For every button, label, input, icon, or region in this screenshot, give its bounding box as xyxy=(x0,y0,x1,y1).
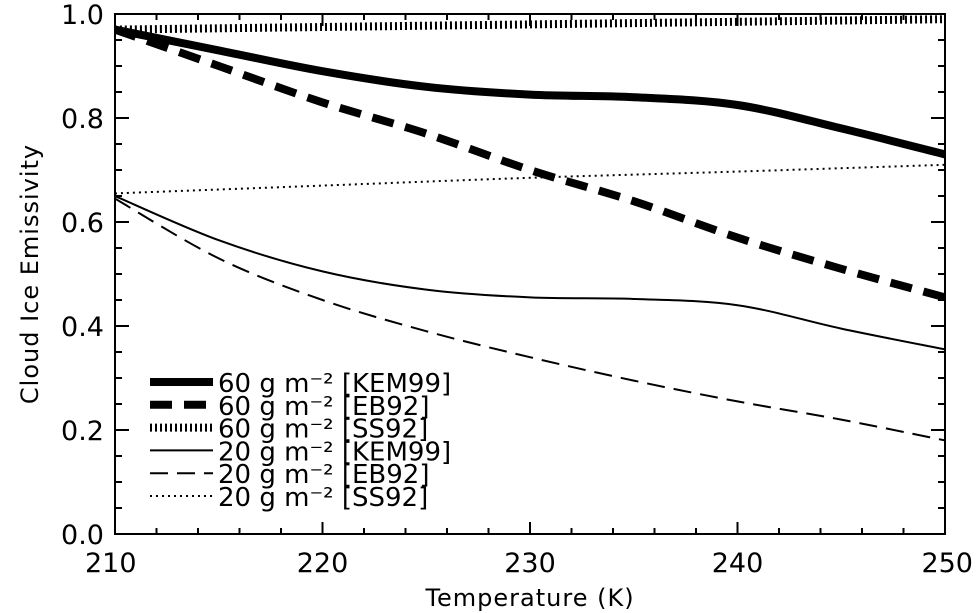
y-tick-label: 0.2 xyxy=(61,416,104,447)
y-tick-label: 0.8 xyxy=(61,104,104,135)
x-tick-label: 230 xyxy=(504,548,556,579)
legend-label: 60 g m⁻² [KEM99] xyxy=(218,369,451,399)
y-tick-label: 0.4 xyxy=(61,312,104,343)
y-tick-label: 0.0 xyxy=(61,520,104,551)
y-tick-label: 1.0 xyxy=(61,0,104,31)
series-line-5 xyxy=(115,197,945,442)
x-tick-label: 250 xyxy=(921,548,973,579)
x-axis-title: Temperature (K) xyxy=(424,584,634,612)
legend-label: 60 g m⁻² [SS92] xyxy=(218,415,428,445)
series-line-2 xyxy=(115,25,945,302)
x-tick-label: 240 xyxy=(712,548,764,579)
axis-ticks-group xyxy=(114,13,946,535)
legend-label: 20 g m⁻² [KEM99] xyxy=(218,437,451,467)
y-axis-title: Cloud Ice Emissivity xyxy=(16,144,44,404)
x-tick-label: 210 xyxy=(85,548,137,579)
legend-label: 20 g m⁻² [SS92] xyxy=(218,483,428,513)
legend: 60 g m⁻² [KEM99]60 g m⁻² [EB92]60 g m⁻² … xyxy=(150,369,451,513)
legend-label: 60 g m⁻² [EB92] xyxy=(218,392,430,422)
series-line-6 xyxy=(115,163,945,195)
series-line-4 xyxy=(115,195,945,351)
y-tick-labels: 0.0 0.2 0.4 0.6 0.8 1.0 xyxy=(61,0,104,551)
legend-label: 20 g m⁻² [EB92] xyxy=(218,460,430,490)
y-tick-label: 0.6 xyxy=(61,208,104,239)
x-tick-labels: 210 220 230 240 250 xyxy=(85,548,973,579)
x-tick-label: 220 xyxy=(297,548,349,579)
series-line-1 xyxy=(115,25,945,159)
